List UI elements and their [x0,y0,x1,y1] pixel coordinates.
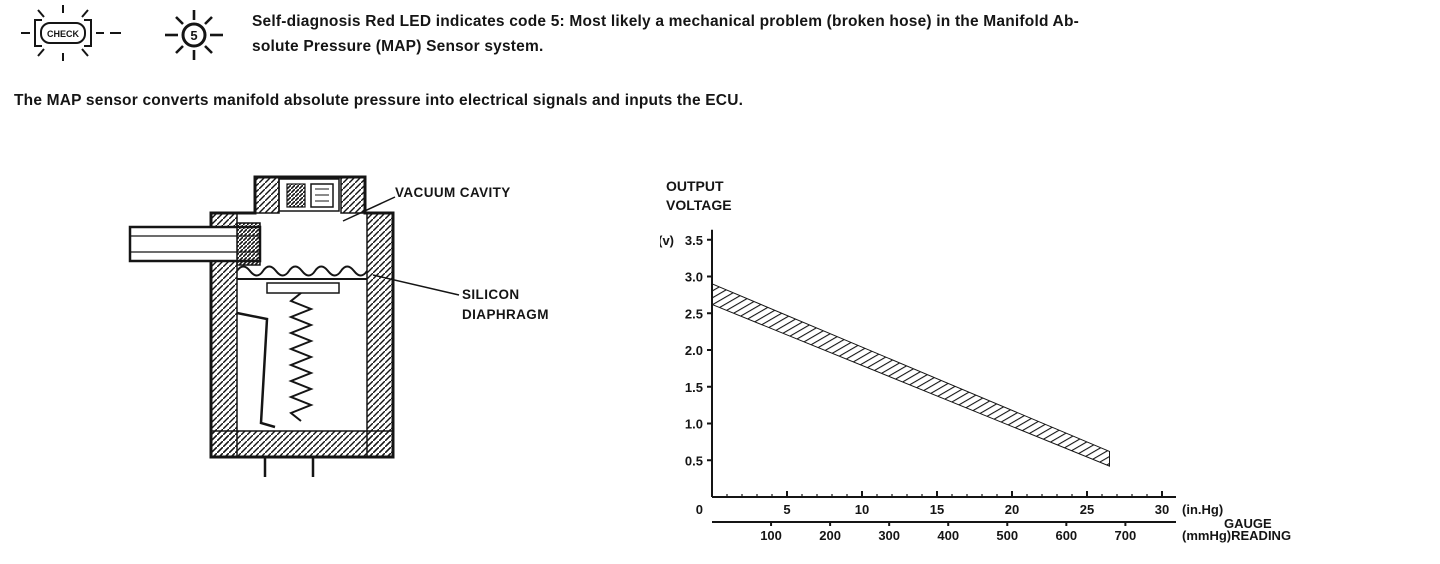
intro-paragraph: The MAP sensor converts manifold absolut… [14,92,744,109]
chart-title: OUTPUT [666,178,724,194]
heading-line-1: Self-diagnosis Red LED indicates code 5:… [252,13,1079,30]
check-engine-lamp-icon: CHECK [21,5,121,61]
lever-arm [236,311,276,429]
mmhg-tick-label: 600 [1055,528,1077,543]
sensor-body-outline [209,175,395,459]
x-tick-label: 5 [783,502,790,517]
label-leader-lines [342,196,460,296]
x-axis-label-gauge: GAUGE [1224,516,1272,531]
x-unit-mmhg-reading: (mmHg)READING [1182,528,1291,543]
silicon-label-line1: SILICON [462,287,520,302]
lamp-rays [21,5,121,61]
lamp-bracket-left [34,19,42,47]
output-voltage-band [711,283,1110,467]
y-tick-label: 2.0 [685,343,703,358]
y-tick-label: 3.5 [685,233,703,248]
x-tick-label: 15 [930,502,944,517]
y-tick-label: 1.0 [685,417,703,432]
page-heading: Self-diagnosis Red LED indicates code 5:… [252,10,1412,60]
vacuum-cavity-detail [278,178,340,212]
check-lamp-text: CHECK [47,29,80,39]
y-tick-label: 2.5 [685,306,703,321]
x-tick-label: 25 [1080,502,1094,517]
terminal-pins [263,457,315,477]
led-circle [181,22,207,48]
spring [288,292,314,422]
heading-line-2: solute Pressure (MAP) Sensor system. [252,37,544,55]
y-tick-label: 0.5 [685,453,703,468]
mmhg-tick-label: 300 [878,528,900,543]
map-sensor-cross-section [128,175,460,477]
mmhg-tick-label: 700 [1115,528,1137,543]
output-voltage-chart: OUTPUTVOLTAGE(v)3.53.02.52.01.51.00.5051… [660,178,1291,543]
lamp-outline [40,22,86,44]
vacuum-cavity-label: VACUUM CAVITY [395,185,511,200]
chart-title: VOLTAGE [666,197,732,213]
origin-label: 0 [696,502,703,517]
y-unit-label: (v) [660,233,674,248]
y-tick-label: 3.0 [685,270,703,285]
led-code-icon: 5 [165,10,223,60]
silicon-diaphragm-label: SILICON DIAPHRAGM [462,285,549,324]
silicon-label-line2: DIAPHRAGM [462,306,549,322]
x-tick-label: 10 [855,502,869,517]
x-tick-label: 30 [1155,502,1169,517]
silicon-diaphragm [236,265,368,294]
lamp-bracket-right [84,19,92,47]
y-tick-label: 1.5 [685,380,703,395]
led-code-number: 5 [190,28,197,43]
led-rays [165,10,223,60]
vacuum-inlet-pipe [128,222,262,266]
x-tick-label: 20 [1005,502,1019,517]
x-unit-inhg: (in.Hg) [1182,502,1223,517]
mmhg-tick-label: 400 [937,528,959,543]
mmhg-tick-label: 200 [819,528,841,543]
mmhg-tick-label: 500 [996,528,1018,543]
mmhg-tick-label: 100 [760,528,782,543]
